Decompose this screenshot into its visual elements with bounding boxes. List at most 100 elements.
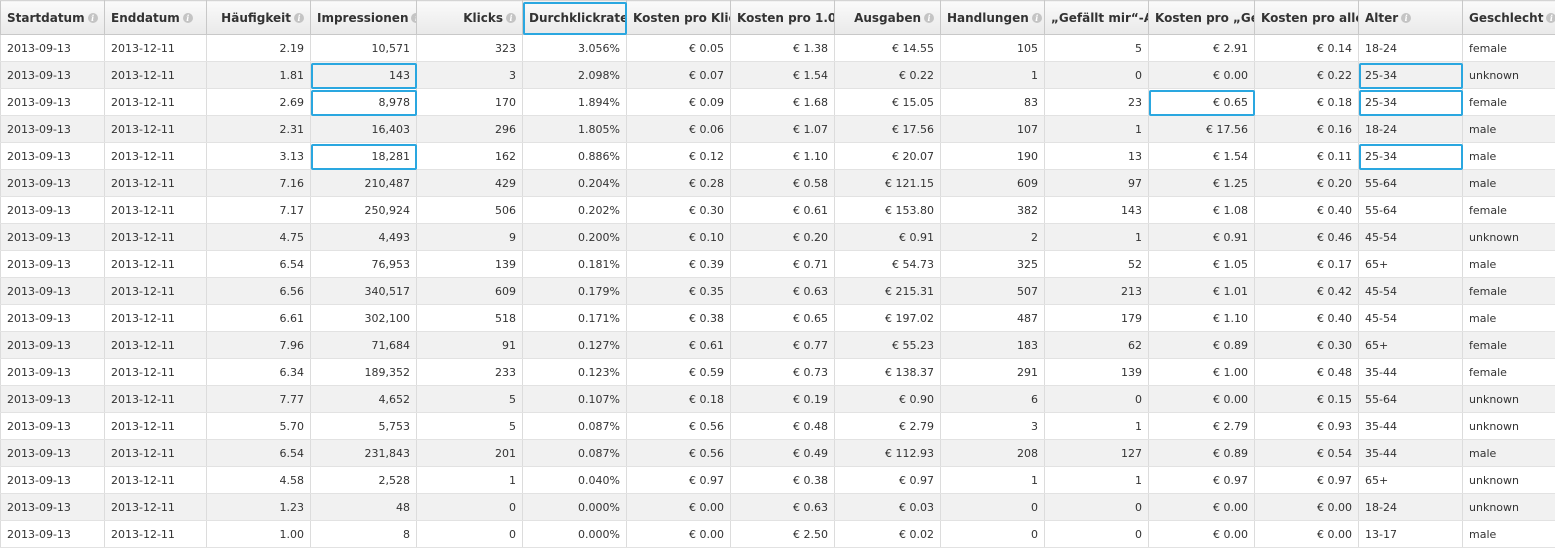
column-header-1[interactable]: Enddatum i [104, 0, 207, 35]
table-cell: € 1.01 [1148, 277, 1255, 305]
table-cell: unknown [1462, 466, 1555, 494]
info-icon[interactable]: i [1401, 12, 1412, 23]
table-cell: € 0.93 [1254, 412, 1359, 440]
table-row[interactable]: 2013-09-13 2013-12-11 6.34 189,352 233 0.123%… [0, 358, 1555, 386]
table-cell: 6.54 [206, 439, 311, 467]
table-cell: 0.000% [522, 493, 627, 521]
table-cell: € 0.02 [834, 520, 941, 548]
table-cell: € 0.40 [1254, 304, 1359, 332]
table-cell: € 0.54 [1254, 439, 1359, 467]
table-cell: 35-44 [1358, 358, 1463, 386]
table-cell: 2013-12-11 [104, 385, 207, 413]
table-cell: € 138.37 [834, 358, 941, 386]
table-cell: 2013-12-11 [104, 115, 207, 143]
column-header-3[interactable]: Impressioneni [310, 0, 417, 35]
table-cell: 231,843 [310, 439, 417, 467]
table-row[interactable]: 2013-09-13 2013-12-11 6.56 340,517 609 0.179%… [0, 277, 1555, 305]
table-row[interactable]: 2013-09-13 2013-12-11 7.96 71,684 91 0.127% € … [0, 331, 1555, 359]
table-cell: 429 [416, 169, 523, 197]
table-cell: € 0.46 [1254, 223, 1359, 251]
table-row[interactable]: 2013-09-13 2013-12-11 1.23 48 0 0.000% € 0.00 €… [0, 493, 1555, 521]
column-header-11[interactable]: Kosten pro „Gefä [1148, 0, 1255, 35]
column-header-7[interactable]: Kosten pro 1.000 [730, 0, 835, 35]
table-row[interactable]: 2013-09-13 2013-12-11 5.70 5,753 5 0.087% € 0.… [0, 412, 1555, 440]
table-row[interactable]: 2013-09-13 2013-12-11 4.58 2,528 1 0.040% € 0.… [0, 466, 1555, 494]
info-icon[interactable]: i [506, 12, 516, 23]
table-cell: 97 [1044, 169, 1149, 197]
table-cell: 1 [1044, 223, 1149, 251]
table-row[interactable]: 2013-09-13 2013-12-11 1.81 143 3 2.098% € 0.07… [0, 61, 1555, 89]
table-cell: 170 [416, 88, 523, 116]
table-cell: € 0.38 [730, 466, 835, 494]
table-cell: € 0.20 [730, 223, 835, 251]
table-row[interactable]: 2013-09-13 2013-12-11 6.54 76,953 139 0.181% €… [0, 250, 1555, 278]
table-cell: 3.056% [522, 34, 627, 62]
table-cell: 325 [940, 250, 1045, 278]
column-header-12[interactable]: Kosten pro alle H [1254, 0, 1359, 35]
table-cell: € 0.97 [834, 466, 941, 494]
column-header-8[interactable]: Ausgaben i [834, 0, 941, 35]
table-row[interactable]: 2013-09-13 2013-12-11 6.61 302,100 518 0.171%… [0, 304, 1555, 332]
info-icon[interactable]: i [182, 12, 193, 23]
table-cell: € 0.10 [626, 223, 731, 251]
table-row[interactable]: 2013-09-13 2013-12-11 2.19 10,571 323 3.056% €… [0, 34, 1555, 62]
table-cell: 25-34 [1358, 88, 1463, 116]
table-cell: 2013-12-11 [104, 439, 207, 467]
info-icon[interactable]: i [294, 12, 304, 23]
table-row[interactable]: 2013-09-13 2013-12-11 7.77 4,652 5 0.107% € 0.… [0, 385, 1555, 413]
info-icon[interactable]: i [411, 12, 416, 23]
table-cell: € 0.90 [834, 385, 941, 413]
table-cell: 2.098% [522, 61, 627, 89]
table-cell: female [1462, 196, 1555, 224]
table-cell: 18-24 [1358, 115, 1463, 143]
info-icon[interactable]: i [87, 12, 98, 23]
table-cell: 1 [1044, 115, 1149, 143]
table-cell: 35-44 [1358, 412, 1463, 440]
table-cell: 2013-09-13 [0, 223, 105, 251]
table-cell: € 0.48 [1254, 358, 1359, 386]
table-cell: 0.181% [522, 250, 627, 278]
column-header-label: Ausgaben [854, 10, 921, 25]
table-cell: 25-34 [1358, 142, 1463, 170]
table-cell: € 0.00 [1148, 385, 1255, 413]
column-header-6[interactable]: Kosten pro Klick ( [626, 0, 731, 35]
table-cell: 71,684 [310, 331, 417, 359]
table-cell: € 0.06 [626, 115, 731, 143]
table-row[interactable]: 2013-09-13 2013-12-11 2.69 8,978 170 1.894% € … [0, 88, 1555, 116]
column-header-0[interactable]: Startdatum i [0, 0, 105, 35]
table-row[interactable]: 2013-09-13 2013-12-11 3.13 18,281 162 0.886% €… [0, 142, 1555, 170]
column-header-13[interactable]: Alter i [1358, 0, 1463, 35]
table-row[interactable]: 2013-09-13 2013-12-11 6.54 231,843 201 0.087%… [0, 439, 1555, 467]
info-icon[interactable]: i [924, 12, 934, 23]
info-icon[interactable]: i [1031, 12, 1042, 23]
column-header-9[interactable]: Handlungen i [940, 0, 1045, 35]
table-cell: € 153.80 [834, 196, 941, 224]
column-header-10[interactable]: „Gefällt mir“-Ang [1044, 0, 1149, 35]
column-header-2[interactable]: Häufigkeit i [206, 0, 311, 35]
table-cell: € 121.15 [834, 169, 941, 197]
table-cell: 4,493 [310, 223, 417, 251]
table-cell: € 1.07 [730, 115, 835, 143]
table-cell: € 0.19 [730, 385, 835, 413]
table-cell: 65+ [1358, 250, 1463, 278]
table-cell: 2013-12-11 [104, 358, 207, 386]
table-row[interactable]: 2013-09-13 2013-12-11 1.00 8 0 0.000% € 0.00 € … [0, 520, 1555, 548]
table-row[interactable]: 2013-09-13 2013-12-11 7.17 250,924 506 0.202%… [0, 196, 1555, 224]
table-cell: 18-24 [1358, 493, 1463, 521]
table-row[interactable]: 2013-09-13 2013-12-11 2.31 16,403 296 1.805% €… [0, 115, 1555, 143]
table-row[interactable]: 2013-09-13 2013-12-11 4.75 4,493 9 0.200% € 0.… [0, 223, 1555, 251]
table-cell: 55-64 [1358, 169, 1463, 197]
column-header-4[interactable]: Klicks i [416, 0, 523, 35]
info-icon[interactable]: i [1546, 12, 1555, 23]
table-cell: 13 [1044, 142, 1149, 170]
table-row[interactable]: 2013-09-13 2013-12-11 7.16 210,487 429 0.204%… [0, 169, 1555, 197]
table-cell: € 0.30 [1254, 331, 1359, 359]
column-header-5[interactable]: Durchklickrate (C [522, 0, 627, 35]
table-cell: 2013-09-13 [0, 358, 105, 386]
table-cell: 0 [1044, 385, 1149, 413]
column-header-14[interactable]: Geschlecht i [1462, 0, 1555, 35]
table-cell: 1.23 [206, 493, 311, 521]
table-cell: 340,517 [310, 277, 417, 305]
table-cell: € 0.05 [626, 34, 731, 62]
table-cell: € 0.11 [1254, 142, 1359, 170]
